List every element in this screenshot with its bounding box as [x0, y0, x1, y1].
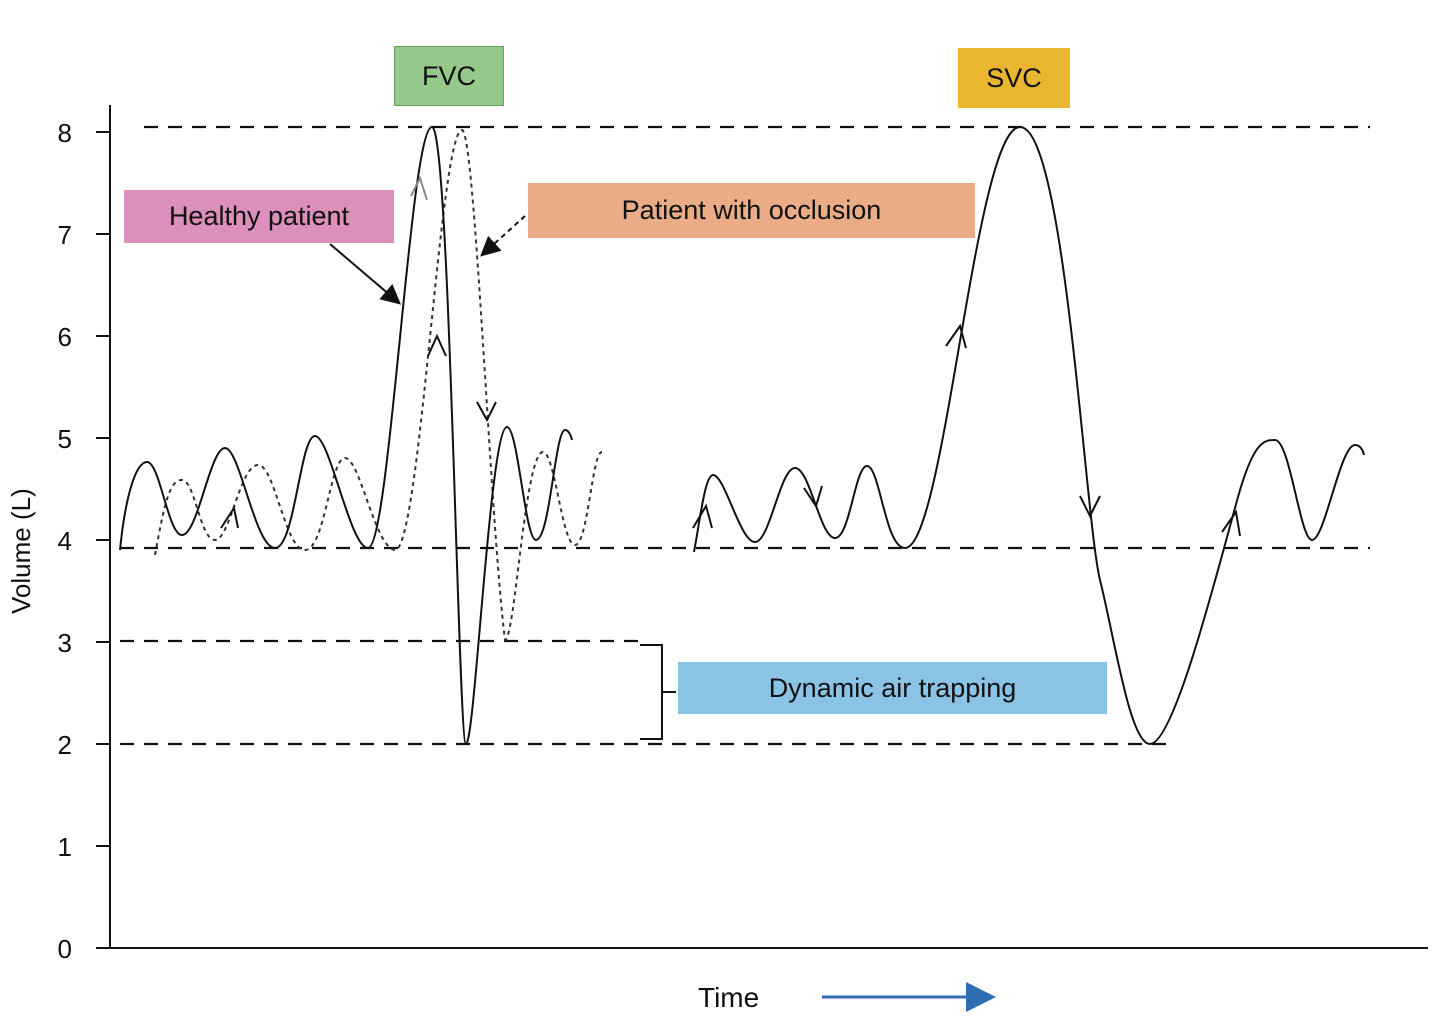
dynamic-air-trapping-label: Dynamic air trapping	[678, 662, 1107, 714]
direction-arrows	[220, 175, 1241, 537]
y-tick-label: 8	[57, 118, 72, 148]
y-tick-label: 7	[57, 220, 72, 250]
y-tick-label: 2	[57, 730, 72, 760]
y-tick-label: 5	[57, 424, 72, 454]
svc-label-box: SVC	[958, 48, 1070, 108]
occlusion-curve	[154, 128, 603, 642]
healthy-pointer-arrow	[329, 243, 402, 305]
y-tick-label: 1	[57, 832, 72, 862]
healthy-patient-label: Healthy patient	[124, 190, 394, 243]
occlusion-pointer-arrow	[480, 215, 526, 257]
y-tick-label: 3	[57, 628, 72, 658]
x-axis-label: Time	[698, 982, 760, 1013]
air-trapping-bracket	[640, 644, 676, 740]
fvc-label-box: FVC	[394, 46, 504, 106]
y-tick-marks	[96, 131, 110, 949]
healthy-curve	[119, 125, 573, 746]
y-tick-label: 4	[57, 526, 72, 556]
y-tick-label: 0	[57, 934, 72, 964]
reference-lines	[120, 125, 1370, 746]
y-axis-label: Volume (L)	[6, 488, 36, 614]
y-tick-label: 6	[57, 322, 72, 352]
svc-curve	[693, 125, 1365, 746]
occlusion-patient-label: Patient with occlusion	[528, 183, 975, 238]
